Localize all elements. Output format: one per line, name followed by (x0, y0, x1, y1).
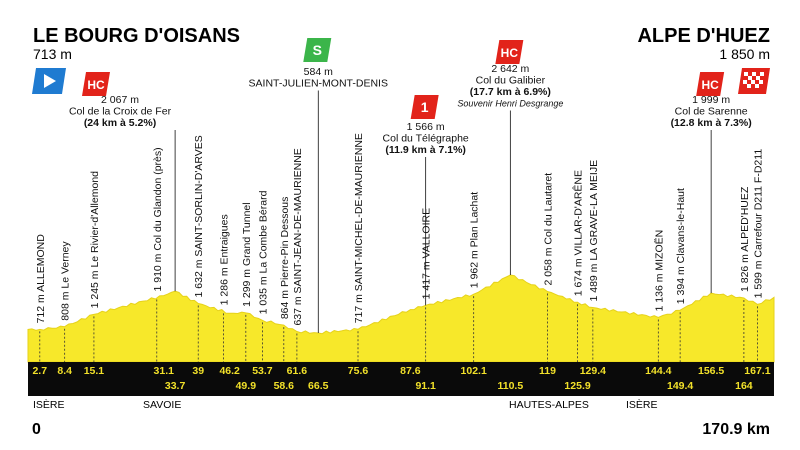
km-label-top: 167.1 (744, 365, 770, 377)
climb-annotation-line: 2 642 m (491, 63, 529, 75)
svg-text:HC: HC (701, 78, 719, 92)
place-labels: 712 m ALLEMOND 808 m Le Verney 1 245 m Le … (35, 133, 765, 325)
place-label: 1 632 m SAINT-SORLIN-D'ARVES (193, 135, 205, 297)
km-label-top: 102.1 (461, 365, 487, 377)
place-label: 1 962 m Plan Lachat (469, 192, 481, 288)
start-name: LE BOURG D'OISANS (33, 25, 240, 47)
place-label: 1 910 m Col du Glandon (près) (152, 147, 164, 291)
climb-annotation-line: Col de Sarenne (675, 106, 748, 118)
place-label: 1 489 m LA GRAVE-LA MEIJE (588, 160, 600, 302)
km-label-bottom: 66.5 (308, 380, 329, 392)
region-savoie: SAVOIE (143, 399, 181, 411)
km-label-bottom: 110.5 (497, 380, 523, 392)
place-label: 1 674 m VILLAR-D'ARÊNE (572, 170, 585, 296)
place-label: 1 299 m Grand Tunnel (241, 202, 253, 306)
place-label: 1 417 m VALLOIRE (421, 208, 433, 299)
km-label-top: 31.1 (154, 365, 175, 377)
place-label: 1 826 m ALPED'HUEZ (739, 186, 751, 292)
km-label-top: 156.5 (698, 365, 724, 377)
place-label: 1 136 m MIZOËN (653, 230, 665, 312)
climb-annotation-line: SAINT-JULIEN-MONT-DENIS (249, 78, 388, 90)
svg-text:HC: HC (501, 46, 519, 60)
climb-annotation-line: 1 566 m (407, 121, 445, 133)
region-hautes-alpes: HAUTES-ALPES (509, 399, 589, 411)
end-km: 170.9 km (702, 421, 770, 438)
region-isere-2: ISÈRE (626, 398, 658, 411)
place-label: 1 245 m Le Rivier-d'Allemond (89, 171, 101, 309)
climb-badge-icon: HC (495, 40, 524, 64)
km-label-top: 39 (192, 365, 204, 377)
place-label: 637 m SAINT-JEAN-DE-MAURIENNE (292, 148, 304, 325)
km-label-bottom: 49.9 (236, 380, 257, 392)
place-label: 1 599 m Carrefour D211 F-D211 (752, 149, 764, 299)
climb-annotation-line: (12.8 km à 7.3%) (671, 117, 752, 129)
svg-text:S: S (313, 42, 322, 58)
km-label-top: 119 (539, 365, 556, 377)
km-labels: 2.7 8.4 15.1 31.1 39 46.2 53.7 61.6 75.6 87.6 102.… (32, 365, 770, 392)
place-label: 1 394 m Clavans-le-Haut (675, 188, 687, 304)
finish-name: ALPE D'HUEZ (637, 25, 770, 47)
km-label-top: 61.6 (287, 365, 308, 377)
km-label-bottom: 149.4 (667, 380, 693, 392)
climb-badge-icon: HC (82, 72, 110, 96)
place-label: 717 m SAINT-MICHEL-DE-MAURIENNE (353, 133, 365, 323)
place-label: 2 058 m Col du Lautaret (542, 173, 554, 286)
km-label-top: 129.4 (580, 365, 606, 377)
km-label-top: 8.4 (57, 365, 72, 377)
km-label-top: 15.1 (84, 365, 105, 377)
place-label: 1 286 m Entraigues (219, 214, 231, 305)
place-label: 712 m ALLEMOND (35, 234, 47, 324)
place-label: 808 m Le Verney (60, 241, 72, 321)
finish-flag-icon (738, 68, 770, 94)
climb-annotation-line: (11.9 km à 7.1%) (385, 144, 466, 156)
climb-annotation-line: 2 067 m (101, 94, 139, 106)
climb-annotation-line: Col du Télégraphe (383, 133, 469, 145)
region-isere: ISÈRE (33, 398, 65, 411)
climb-badge-icon: 1 (410, 95, 439, 119)
climb-annotation-line: (17.7 km à 6.9%) (470, 86, 551, 98)
km-label-top: 46.2 (219, 365, 240, 377)
km-label-bottom: 91.1 (415, 380, 436, 392)
finish-altitude: 1 850 m (719, 46, 770, 62)
km-band (28, 362, 774, 396)
km-label-top: 53.7 (252, 365, 273, 377)
climb-annotation-line: 584 m (304, 66, 333, 78)
climb-annotation-line: 1 999 m (692, 94, 730, 106)
place-label: 864 m Pierre-Pin Dessous (279, 197, 291, 320)
km-label-bottom: 164 (735, 380, 753, 392)
climb-badge-icon: HC (696, 72, 725, 96)
km-label-bottom: 58.6 (274, 380, 295, 392)
svg-text:1: 1 (421, 99, 429, 115)
start-altitude: 713 m (33, 46, 72, 62)
km-label-top: 2.7 (32, 365, 47, 377)
start-km: 0 (32, 421, 41, 438)
climb-badges: HC S 1 HC HC (82, 38, 725, 119)
climb-annotation-line: (24 km à 5.2%) (84, 117, 156, 129)
sprint-badge-icon: S (303, 38, 332, 62)
place-label: 1 035 m La Combe Bérard (257, 190, 269, 314)
km-label-top: 144.4 (645, 365, 671, 377)
km-label-bottom: 125.9 (564, 380, 590, 392)
place-markers (39, 293, 758, 362)
km-label-top: 75.6 (348, 365, 369, 377)
climb-annotation-line: Col de la Croix de Fer (69, 106, 172, 118)
km-label-top: 87.6 (400, 365, 421, 377)
climb-annotation-line: Souvenir Henri Desgrange (457, 99, 563, 109)
km-label-bottom: 33.7 (165, 380, 186, 392)
climb-annotation-line: Col du Galibier (476, 75, 546, 87)
svg-text:HC: HC (87, 78, 105, 92)
elevation-profile (27, 274, 775, 363)
start-flag-icon (32, 68, 66, 94)
